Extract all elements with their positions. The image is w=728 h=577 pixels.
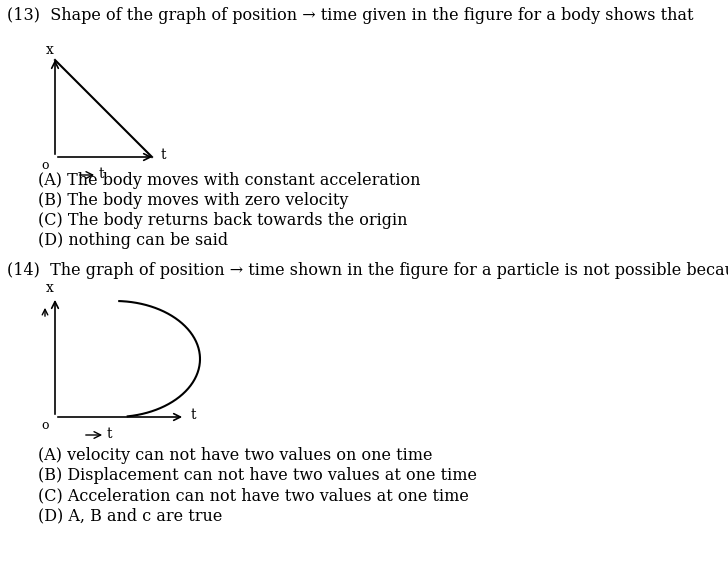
Text: t: t: [107, 427, 113, 441]
Text: t: t: [99, 167, 105, 181]
Text: (D) A, B and c are true: (D) A, B and c are true: [38, 507, 222, 524]
Text: o: o: [41, 159, 49, 172]
Text: (A) The body moves with constant acceleration: (A) The body moves with constant acceler…: [38, 172, 421, 189]
Text: t: t: [161, 148, 167, 162]
Text: (13)  Shape of the graph of position → time given in the figure for a body shows: (13) Shape of the graph of position → ti…: [7, 7, 694, 24]
Text: t: t: [191, 408, 197, 422]
Text: (C) The body returns back towards the origin: (C) The body returns back towards the or…: [38, 212, 408, 229]
Text: (B) Displacement can not have two values at one time: (B) Displacement can not have two values…: [38, 467, 477, 484]
Text: (B) The body moves with zero velocity: (B) The body moves with zero velocity: [38, 192, 349, 209]
Text: (C) Acceleration can not have two values at one time: (C) Acceleration can not have two values…: [38, 487, 469, 504]
Text: x: x: [46, 281, 54, 295]
Text: (14)  The graph of position → time shown in the figure for a particle is not pos: (14) The graph of position → time shown …: [7, 262, 728, 279]
Text: (D) nothing can be said: (D) nothing can be said: [38, 232, 228, 249]
Text: (A) velocity can not have two values on one time: (A) velocity can not have two values on …: [38, 447, 432, 464]
Text: x: x: [46, 43, 54, 57]
Text: o: o: [41, 419, 49, 432]
